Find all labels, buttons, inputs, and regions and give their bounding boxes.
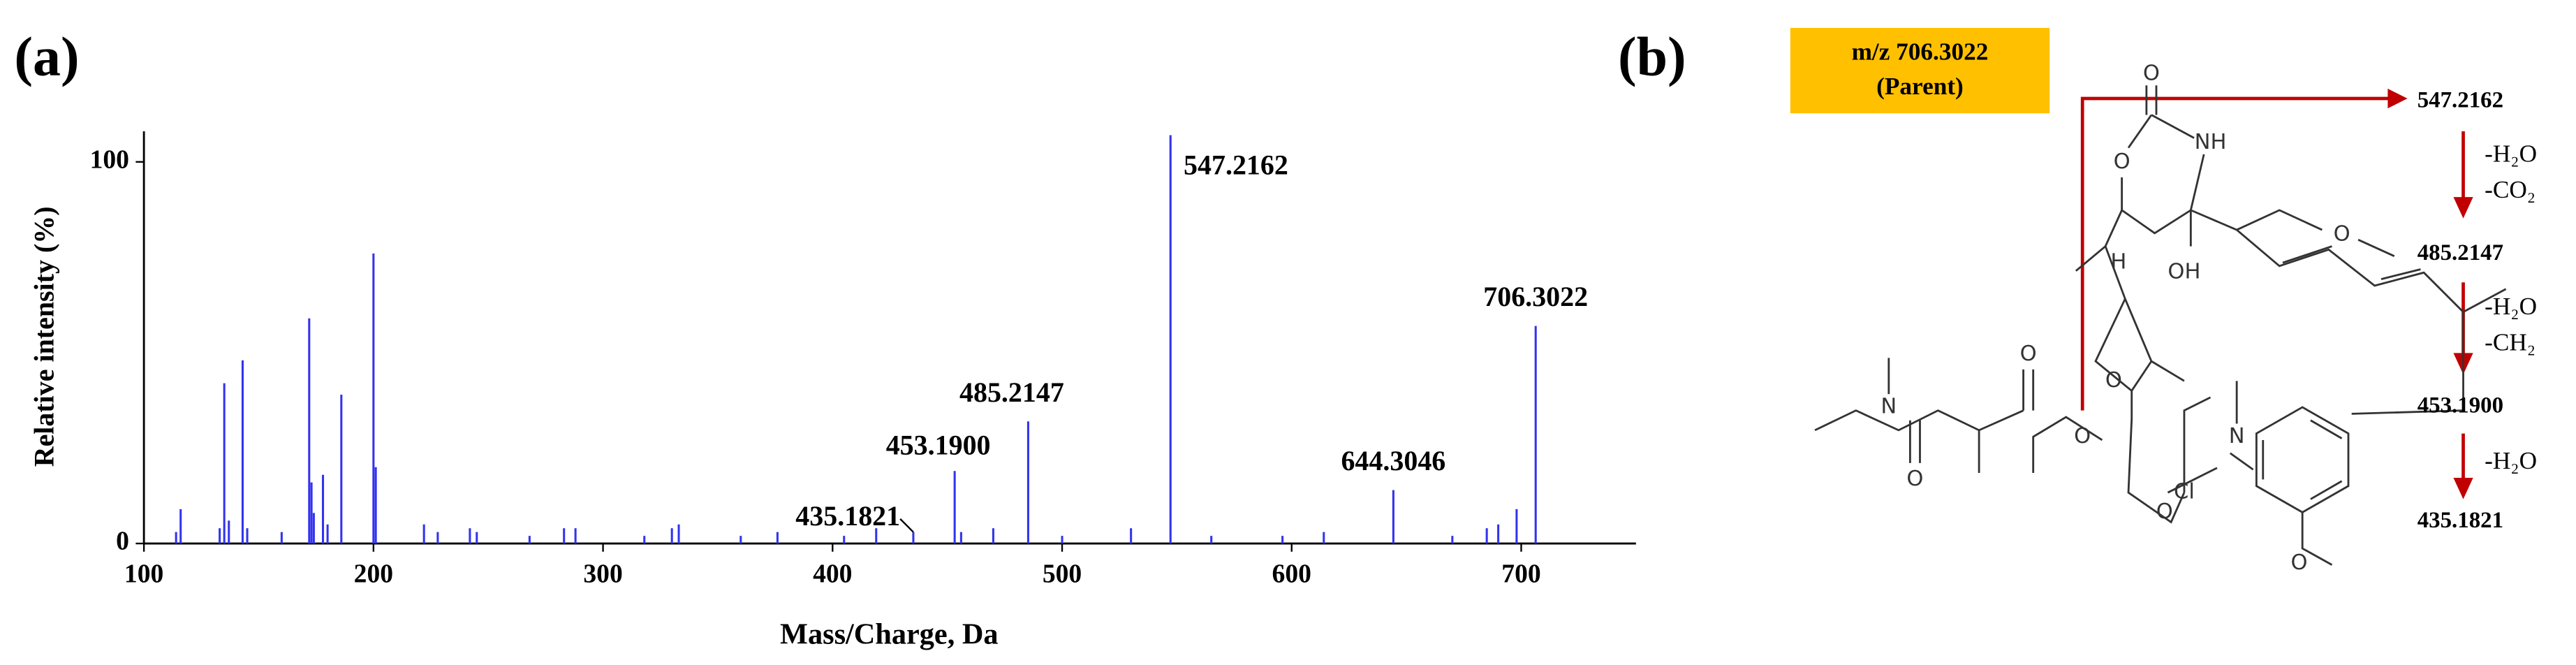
parent-label: (Parent) bbox=[1876, 73, 1964, 100]
atom-label: NH bbox=[2195, 130, 2227, 154]
parent-label: m/z 706.3022 bbox=[1852, 38, 1989, 66]
leader-line bbox=[899, 518, 914, 533]
fragment-mass: 547.2162 bbox=[2417, 87, 2503, 112]
atom-label: O bbox=[2143, 61, 2160, 85]
peak-label: 453.1900 bbox=[886, 430, 991, 461]
atom-label: N bbox=[1881, 394, 1897, 418]
atom-label: O bbox=[2156, 499, 2173, 524]
atom-label: O bbox=[2290, 550, 2307, 575]
neutral-loss: -CH₂ bbox=[2485, 329, 2535, 356]
y-tick-label: 0 bbox=[116, 527, 129, 556]
neutral-loss: -H₂O bbox=[2485, 140, 2537, 167]
x-tick-label: 400 bbox=[813, 560, 852, 589]
x-tick-label: 500 bbox=[1043, 560, 1082, 589]
atom-label: O bbox=[2114, 149, 2130, 174]
atom-label: O bbox=[2334, 222, 2350, 247]
fragment-mass: 485.2147 bbox=[2417, 240, 2503, 265]
atom-label: N bbox=[2229, 424, 2245, 448]
peak-label: 435.1821 bbox=[795, 500, 900, 532]
atom-label: Cl bbox=[2174, 480, 2195, 504]
fragment-mass: 453.1900 bbox=[2417, 393, 2503, 418]
parent-box bbox=[1790, 27, 2050, 114]
atom-label: O bbox=[2105, 368, 2122, 393]
x-tick-label: 600 bbox=[1272, 560, 1311, 589]
x-tick-label: 100 bbox=[124, 560, 163, 589]
y-axis-title: Relative intensity (%) bbox=[29, 206, 60, 467]
neutral-loss: -CO₂ bbox=[2485, 176, 2535, 203]
peak-label: 644.3046 bbox=[1341, 445, 1445, 476]
y-tick-label: 100 bbox=[90, 145, 129, 174]
peak-label: 547.2162 bbox=[1184, 149, 1288, 181]
atom-label: O bbox=[1906, 467, 1923, 491]
x-tick-label: 700 bbox=[1501, 560, 1540, 589]
peak-label: 706.3022 bbox=[1483, 281, 1588, 312]
x-axis-title: Mass/Charge, Da bbox=[780, 618, 999, 651]
atom-label: OH bbox=[2167, 260, 2200, 284]
atom-label: O bbox=[2074, 424, 2091, 448]
atom-label: O bbox=[2020, 342, 2037, 366]
x-tick-label: 200 bbox=[354, 560, 393, 589]
neutral-loss: -H₂O bbox=[2485, 293, 2537, 320]
neutral-loss: -H₂O bbox=[2485, 447, 2537, 474]
atom-label: H bbox=[2110, 250, 2126, 275]
x-tick-label: 300 bbox=[583, 560, 622, 589]
cleavage-arrow bbox=[2080, 96, 2394, 411]
panel-label: (b) bbox=[1618, 27, 1686, 88]
structure bbox=[1814, 85, 2507, 566]
fragment-mass: 435.1821 bbox=[2417, 508, 2503, 533]
panel-label: (a) bbox=[14, 27, 79, 88]
peak-label: 485.2147 bbox=[959, 377, 1064, 408]
arrow-head bbox=[2387, 88, 2408, 109]
